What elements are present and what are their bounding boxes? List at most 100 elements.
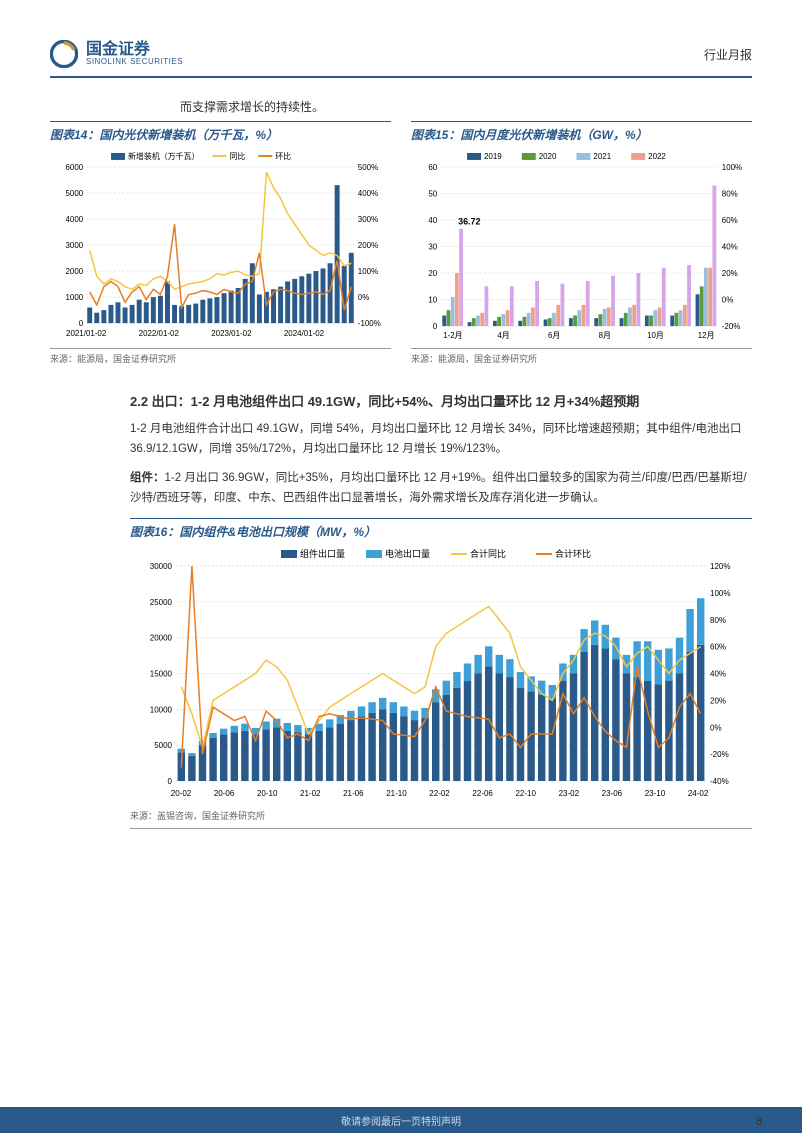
svg-text:80%: 80% [710,616,726,625]
svg-text:1000: 1000 [65,293,83,302]
svg-text:300%: 300% [358,215,378,224]
svg-text:环比: 环比 [275,151,291,161]
chart14-source: 来源：能源局，国金证券研究所 [50,352,391,373]
svg-text:3000: 3000 [65,241,83,250]
svg-text:1-2月: 1-2月 [443,331,462,340]
svg-text:20000: 20000 [150,634,173,643]
svg-text:2019: 2019 [484,152,502,161]
svg-text:40: 40 [428,216,437,225]
logo-icon [50,40,78,68]
chart15-title: 图表15：国内月度光伏新增装机（GW，%） [411,121,752,143]
svg-text:-20%: -20% [710,750,729,759]
svg-text:10000: 10000 [150,706,173,715]
svg-text:2021: 2021 [593,152,611,161]
svg-text:60%: 60% [722,216,738,225]
svg-text:100%: 100% [722,163,742,172]
svg-text:80%: 80% [722,189,738,198]
page-header: 国金证券 SINOLINK SECURITIES 行业月报 [50,40,752,78]
svg-text:6月: 6月 [548,331,560,340]
svg-text:15000: 15000 [150,670,173,679]
svg-text:6000: 6000 [65,163,83,172]
svg-text:21-02: 21-02 [300,789,321,798]
chart14: 新增装机（万千瓦） 同比 环比 0 1000 2000 3000 4000 5000 6000 -1… [50,149,391,349]
svg-text:20: 20 [428,269,437,278]
footer-bar: 敬请参阅最后一页特别声明 [0,1107,802,1133]
chart15-source: 来源：能源局，国金证券研究所 [411,352,752,373]
svg-text:36.72: 36.72 [458,217,480,227]
svg-text:组件出口量: 组件出口量 [300,548,345,559]
svg-text:50: 50 [428,189,437,198]
svg-text:30000: 30000 [150,562,173,571]
svg-text:2023/01-02: 2023/01-02 [211,329,252,338]
svg-text:0: 0 [433,322,438,331]
svg-text:20-10: 20-10 [257,789,278,798]
svg-text:60%: 60% [710,643,726,652]
svg-text:120%: 120% [710,562,730,571]
svg-text:-20%: -20% [722,322,741,331]
svg-text:8月: 8月 [599,331,611,340]
svg-text:0: 0 [79,319,84,328]
svg-text:2020: 2020 [539,152,557,161]
svg-text:100%: 100% [358,267,378,276]
svg-text:2022/01-02: 2022/01-02 [139,329,180,338]
svg-text:20-02: 20-02 [171,789,192,798]
svg-text:0: 0 [168,777,173,786]
logo-cn: 国金证券 [86,42,183,58]
svg-text:22-10: 22-10 [515,789,536,798]
svg-text:新增装机（万千瓦）: 新增装机（万千瓦） [128,151,200,161]
chart16: 组件出口量 电池出口量 合计同比 合计环比 0 5000 10000 15000 20000 25… [130,546,752,806]
section22-p1: 1-2 月电池组件合计出口 49.1GW，同增 54%，月均出口量环比 12 月… [130,420,752,459]
svg-text:22-06: 22-06 [472,789,493,798]
logo-en: SINOLINK SECURITIES [86,58,183,66]
svg-text:23-06: 23-06 [602,789,623,798]
svg-text:5000: 5000 [65,189,83,198]
svg-text:25000: 25000 [150,598,173,607]
svg-text:合计同比: 合计同比 [470,548,506,559]
svg-text:200%: 200% [358,241,378,250]
svg-text:10: 10 [428,296,437,305]
svg-text:2024/01-02: 2024/01-02 [284,329,325,338]
svg-text:0%: 0% [358,293,370,302]
svg-text:2021/01-02: 2021/01-02 [66,329,107,338]
svg-text:4000: 4000 [65,215,83,224]
chart15: 2019 2020 2021 2022 0 10 20 30 40 50 60 -20% 0% 20% 40… [411,149,752,349]
svg-text:100%: 100% [710,589,730,598]
section22-title: 2.2 出口：1-2 月电池组件出口 49.1GW，同比+54%、月均出口量环比… [130,391,752,410]
svg-text:40%: 40% [722,242,738,251]
svg-text:40%: 40% [710,670,726,679]
svg-text:22-02: 22-02 [429,789,450,798]
svg-text:2000: 2000 [65,267,83,276]
svg-text:30: 30 [428,242,437,251]
intro-text: 而支撑需求增长的持续性。 [180,98,752,115]
section22-p2: 组件：1-2 月出口 36.9GW，同比+35%，月均出口量环比 12 月+19… [130,469,752,508]
page-number: 8 [756,1116,762,1128]
svg-text:20%: 20% [722,269,738,278]
svg-text:电池出口量: 电池出口量 [385,548,430,559]
svg-text:60: 60 [428,163,437,172]
svg-text:24-02: 24-02 [688,789,709,798]
svg-text:-100%: -100% [358,319,381,328]
logo: 国金证券 SINOLINK SECURITIES [50,40,183,68]
chart16-title: 图表16：国内组件&电池出口规模（MW，%） [130,518,752,540]
chart16-source: 来源：盖锡咨询，国金证券研究所 [130,809,752,829]
svg-text:5000: 5000 [154,741,172,750]
svg-text:21-10: 21-10 [386,789,407,798]
svg-text:10月: 10月 [647,331,664,340]
svg-text:2022: 2022 [648,152,666,161]
svg-text:0%: 0% [710,723,722,732]
footer-text: 敬请参阅最后一页特别声明 [341,1113,461,1128]
svg-text:12月: 12月 [698,331,715,340]
svg-text:400%: 400% [358,189,378,198]
svg-text:4月: 4月 [497,331,509,340]
header-category: 行业月报 [704,46,752,63]
svg-text:0%: 0% [722,296,734,305]
chart14-title: 图表14：国内光伏新增装机（万千瓦，%） [50,121,391,143]
svg-text:23-02: 23-02 [559,789,580,798]
svg-text:500%: 500% [358,163,378,172]
svg-text:合计环比: 合计环比 [555,548,591,559]
svg-text:21-06: 21-06 [343,789,364,798]
svg-text:同比: 同比 [229,151,245,161]
svg-text:-40%: -40% [710,777,729,786]
svg-text:20-06: 20-06 [214,789,235,798]
svg-text:23-10: 23-10 [645,789,666,798]
